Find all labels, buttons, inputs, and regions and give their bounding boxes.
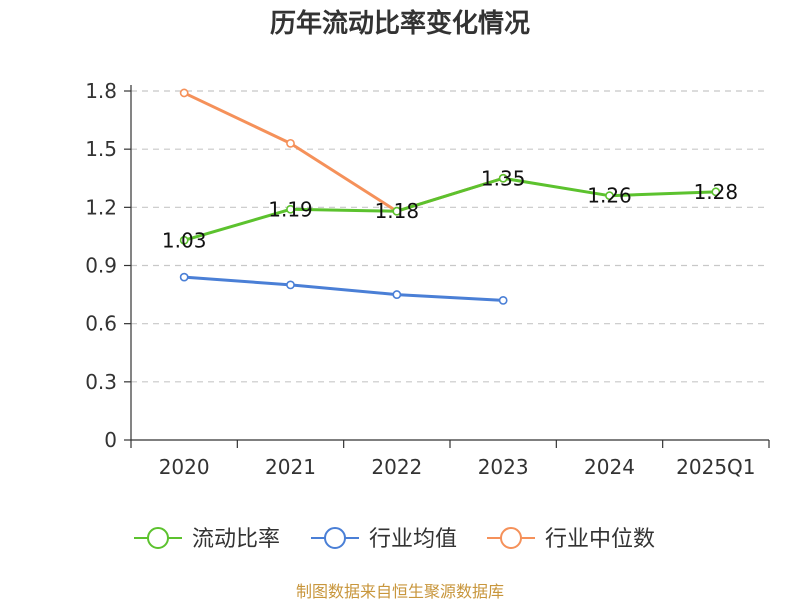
x-tick-label: 2024	[584, 455, 635, 479]
series-point	[286, 280, 295, 290]
series-point	[498, 295, 508, 305]
y-tick-label: 0.9	[85, 254, 117, 278]
x-tick-label: 2021	[265, 455, 316, 479]
series-line	[184, 275, 504, 302]
legend-marker	[324, 527, 346, 549]
legend-label: 流动比率	[192, 527, 280, 552]
series-point	[605, 191, 614, 201]
data-labels: 1.03 1.19 1.18 1.35 1.26 1.28	[162, 166, 738, 252]
series-point	[179, 88, 189, 98]
data-label: 1.19	[268, 197, 313, 221]
legend-label: 行业均值	[369, 527, 457, 552]
legend-item: 行业中位数	[487, 527, 655, 552]
x-tick-label: 2023	[478, 455, 529, 479]
legend-marker	[500, 527, 522, 549]
series-lines	[179, 88, 721, 305]
legend-label: 行业中位数	[545, 527, 655, 552]
legend-marker	[147, 527, 169, 549]
x-tick-label: 2020	[159, 455, 210, 479]
axes: 0 0.3 0.6 0.9 1.2 1.5 1.8 2020 2021 2022 2023 2024 2…	[85, 79, 770, 479]
series-point	[498, 173, 508, 183]
y-tick-label: 1.2	[85, 195, 117, 219]
chart-title: 历年流动比率变化情况	[270, 8, 530, 39]
grid-lines	[131, 90, 769, 383]
series-point	[392, 206, 402, 216]
series-point	[392, 290, 402, 299]
series-point	[286, 138, 295, 148]
data-label: 1.35	[481, 166, 526, 190]
data-label: 1.18	[375, 199, 420, 223]
x-tick-label: 2025Q1	[676, 455, 755, 479]
legend-item: 行业均值	[311, 527, 457, 552]
legend-item: 流动比率	[134, 527, 280, 552]
data-label: 1.03	[162, 228, 207, 252]
legend: 流动比率 行业均值 行业中位数	[134, 527, 655, 552]
series-point	[286, 204, 295, 214]
data-label: 1.28	[694, 180, 739, 204]
y-tick-label: 0.6	[85, 312, 117, 336]
series-point	[179, 272, 189, 282]
y-tick-label: 0.3	[85, 370, 117, 394]
source-note: 制图数据来自恒生聚源数据库	[296, 582, 504, 600]
y-tick-label: 1.5	[85, 137, 117, 161]
series-line	[183, 176, 716, 242]
series-point	[711, 187, 721, 197]
data-label: 1.26	[587, 184, 632, 208]
series-point	[179, 235, 189, 245]
x-tick-label: 2022	[371, 455, 422, 479]
y-tick-label: 1.8	[85, 79, 117, 103]
y-tick-label: 0	[104, 428, 117, 452]
